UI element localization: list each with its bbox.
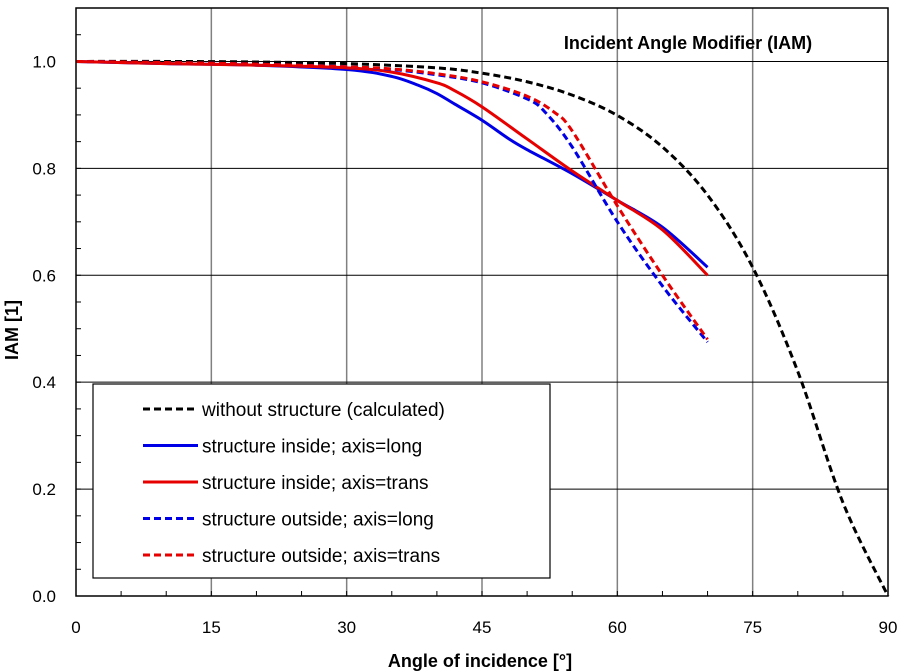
x-tick-label: 15 [202,618,221,637]
series-line-without-structure-calculated [75,59,890,597]
y-tick-label: 0.4 [32,373,56,392]
legend-label-structure-outside-axis-trans: structure outside; axis=trans [202,546,440,567]
y-tick-label: 0.0 [32,587,56,606]
y-tick-label: 0.2 [32,480,56,499]
tick-labels: 0 15 30 45 60 75 90 0.0 0.2 0.4 0.6 0.8 1.0 [32,52,897,637]
legend-label-structure-inside-axis-trans: structure inside; axis=trans [202,473,429,494]
legend-label-structure-outside-axis-long: structure outside; axis=long [202,510,434,531]
x-tick-label: 75 [743,618,762,637]
series-line-structure-outside-axis-trans [75,59,709,341]
y-axis-title: IAM [1] [2,300,22,360]
y-tick-label: 0.6 [32,266,56,285]
chart-title: Incident Angle Modifier (IAM) [564,33,812,53]
x-axis-title: Angle of incidence [°] [388,651,572,671]
x-tick-label: 0 [71,618,80,637]
x-tick-label: 90 [879,618,898,637]
series-layer [75,59,890,597]
y-tick-label: 1.0 [32,52,56,71]
legend: without structure (calculated) structure … [92,383,551,579]
series-line-structure-inside-axis-trans [75,59,709,277]
legend-entries: without structure (calculated) structure … [143,400,445,567]
plot-frame [75,7,889,597]
legend-label-structure-inside-axis-long: structure inside; axis=long [202,437,422,458]
x-tick-label: 60 [608,618,627,637]
x-tick-label: 30 [337,618,356,637]
y-tick-label: 0.8 [32,159,56,178]
legend-label-without-structure-calculated: without structure (calculated) [201,400,445,421]
x-tick-label: 45 [473,618,492,637]
